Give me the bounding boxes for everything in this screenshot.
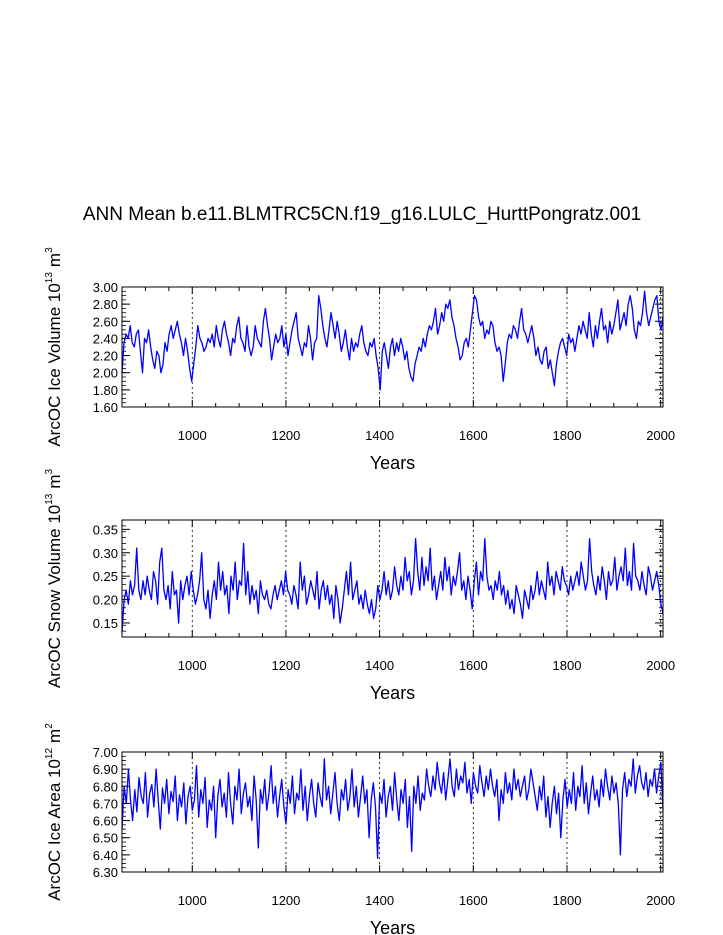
x-axis-label: Years — [370, 453, 415, 473]
y-axis-label-unit-exponent: 2 — [44, 723, 55, 729]
series-line — [121, 290, 664, 391]
x-tick-label: 1400 — [365, 428, 394, 443]
y-axis-label-unit-exponent: 3 — [44, 247, 55, 253]
y-tick-label: 2.00 — [93, 366, 118, 381]
x-tick-label: 1400 — [365, 658, 394, 673]
x-tick-label: 1200 — [271, 658, 300, 673]
x-tick-label: 1000 — [178, 428, 207, 443]
y-axis-label: ArcOC Snow Volume 1013 m3 — [44, 468, 64, 688]
snow-volume-panel: 0.15 0.20 0.25 0.30 0.35 1000 1200 1400 1600 1800… — [44, 468, 675, 703]
y-tick-label: 2.60 — [93, 314, 118, 329]
x-tick-label: 1000 — [178, 893, 207, 908]
y-axis-label-exponent: 13 — [44, 272, 55, 284]
y-axis-label-text: ArcOC Snow Volume 10 — [45, 505, 64, 688]
y-tick-label: 6.80 — [93, 779, 118, 794]
x-tick-label: 1800 — [553, 658, 582, 673]
x-tick-label: 1200 — [271, 893, 300, 908]
x-tick-label: 1600 — [459, 658, 488, 673]
ice-area-panel: 6.30 6.40 6.50 6.60 6.70 6.80 6.90 7.00 1000 1200… — [44, 723, 675, 935]
y-tick-label: 1.80 — [93, 383, 118, 398]
y-axis-label: ArcOC Ice Volume 1013 m3 — [44, 247, 64, 447]
x-tick-label: 2000 — [646, 893, 675, 908]
ice-volume-panel: 1.60 1.80 2.00 2.20 2.40 2.60 2.80 3.00 1000 1200… — [44, 247, 675, 473]
y-tick-label: 6.60 — [93, 814, 118, 829]
x-tick-label: 1600 — [459, 428, 488, 443]
x-tick-label: 1800 — [553, 893, 582, 908]
y-axis-label-text: ArcOC Ice Volume 10 — [45, 283, 64, 446]
x-tick-label: 1800 — [553, 428, 582, 443]
y-axis-label-exponent: 13 — [44, 493, 55, 505]
y-axis-label-text: ArcOC Ice Area 10 — [45, 759, 64, 901]
y-tick-label: 0.30 — [93, 546, 118, 561]
y-tick-label: 0.35 — [93, 522, 118, 537]
x-tick-label: 2000 — [646, 658, 675, 673]
plot-frame — [121, 751, 664, 873]
y-tick-label: 0.20 — [93, 593, 118, 608]
y-tick-label: 6.50 — [93, 831, 118, 846]
series-line — [121, 538, 664, 633]
x-axis-label: Years — [370, 918, 415, 935]
y-axis-label-exponent: 12 — [44, 748, 55, 760]
y-axis-label-unit: m — [45, 729, 64, 743]
y-tick-label: 1.60 — [93, 400, 118, 415]
x-tick-label: 1600 — [459, 893, 488, 908]
x-tick-label: 1200 — [271, 428, 300, 443]
x-axis-label: Years — [370, 683, 415, 703]
x-tick-label: 2000 — [646, 428, 675, 443]
x-tick-label: 1000 — [178, 658, 207, 673]
y-tick-label: 2.80 — [93, 297, 118, 312]
plot-frame — [121, 519, 664, 638]
y-tick-label: 7.00 — [93, 745, 118, 760]
y-tick-label: 6.70 — [93, 796, 118, 811]
y-tick-label: 2.20 — [93, 349, 118, 364]
y-tick-label: 3.00 — [93, 280, 118, 295]
y-axis-label-unit: m — [45, 253, 64, 267]
y-axis-label: ArcOC Ice Area 1012 m2 — [44, 723, 64, 901]
series-line — [121, 758, 664, 859]
y-tick-label: 6.90 — [93, 762, 118, 777]
y-tick-label: 6.40 — [93, 848, 118, 863]
y-axis-label-unit-exponent: 3 — [44, 468, 55, 474]
y-tick-label: 6.30 — [93, 865, 118, 880]
x-tick-label: 1400 — [365, 893, 394, 908]
y-axis-label-unit: m — [45, 474, 64, 488]
chart-title: ANN Mean b.e11.BLMTRC5CN.f19_g16.LULC_Hu… — [83, 204, 641, 225]
y-tick-label: 2.40 — [93, 331, 118, 346]
y-tick-label: 0.25 — [93, 569, 118, 584]
plot-frame — [121, 286, 664, 408]
y-tick-label: 0.15 — [93, 616, 118, 631]
